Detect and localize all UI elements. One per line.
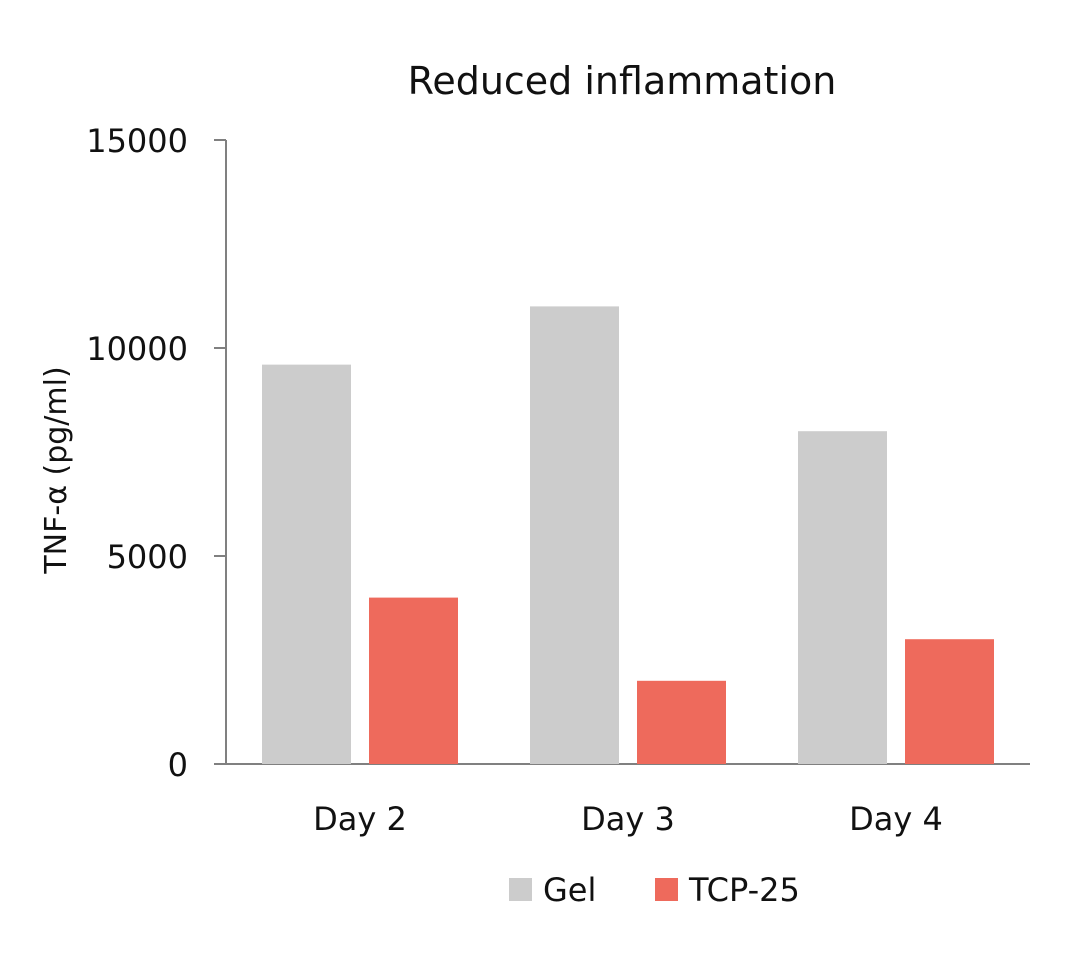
y-tick-label: 15000 xyxy=(86,122,188,160)
legend-label: TCP-25 xyxy=(688,871,800,909)
chart-title: Reduced inflammation xyxy=(408,59,837,103)
bar-gel-day-3 xyxy=(530,306,619,764)
y-ticks: 0 5000 10000 15000 xyxy=(86,122,226,784)
x-tick-label: Day 2 xyxy=(313,800,407,838)
bar-tcp-25-day-3 xyxy=(637,680,726,764)
y-axis-label: TNF-α (pg/ml) xyxy=(39,366,74,574)
bar-tcp-25-day-4 xyxy=(905,639,994,764)
y-tick-label: 5000 xyxy=(107,538,188,576)
legend: Gel TCP-25 xyxy=(509,871,800,909)
x-ticks: Day 2 Day 3 Day 4 xyxy=(313,800,943,838)
legend-swatch xyxy=(509,878,532,901)
bars xyxy=(262,306,994,764)
y-tick-label: 0 xyxy=(168,746,188,784)
y-tick-label: 10000 xyxy=(86,330,188,368)
legend-swatch xyxy=(655,878,678,901)
x-tick-label: Day 3 xyxy=(581,800,675,838)
legend-label: Gel xyxy=(543,871,596,909)
bar-gel-day-4 xyxy=(798,431,887,764)
bar-tcp-25-day-2 xyxy=(369,597,458,764)
x-tick-label: Day 4 xyxy=(849,800,943,838)
bar-gel-day-2 xyxy=(262,364,351,764)
